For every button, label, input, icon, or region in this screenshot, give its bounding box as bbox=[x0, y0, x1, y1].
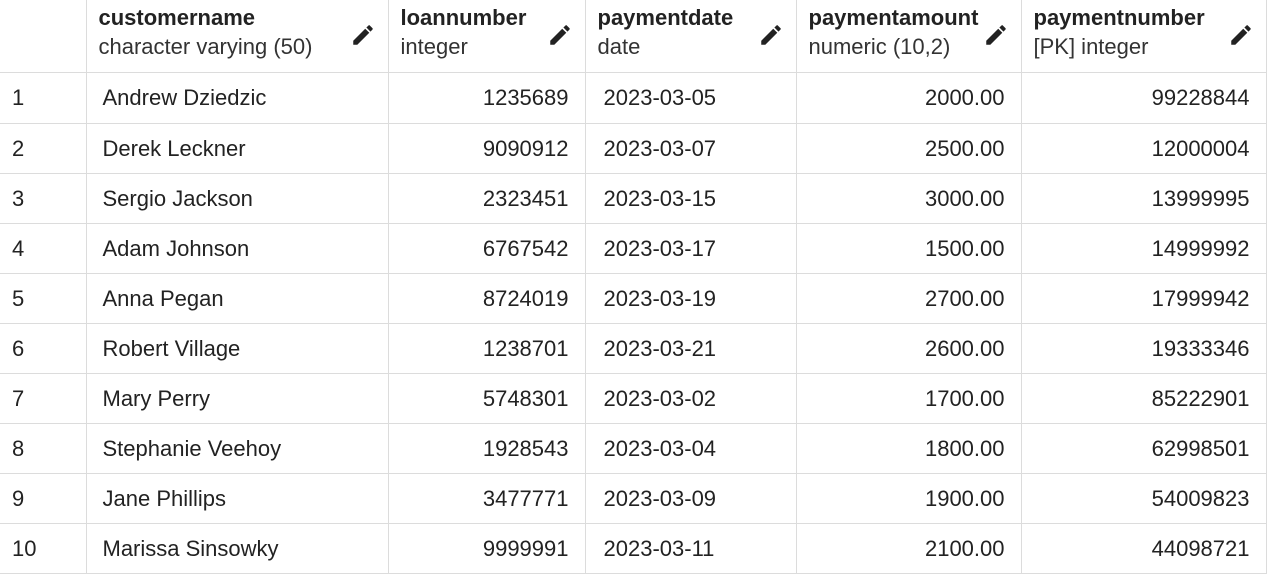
cell-paymentdate[interactable]: 2023-03-07 bbox=[585, 123, 797, 174]
cell-paymentnumber[interactable]: 14999992 bbox=[1021, 223, 1267, 274]
table-row[interactable]: 5 Anna Pegan 8724019 2023-03-19 2700.00 … bbox=[0, 273, 1267, 324]
column-header-paymentnumber[interactable]: paymentnumber [PK] integer bbox=[1021, 0, 1267, 73]
row-number[interactable]: 5 bbox=[0, 273, 87, 324]
table-row[interactable]: 2 Derek Leckner 9090912 2023-03-07 2500.… bbox=[0, 123, 1267, 174]
cell-paymentdate[interactable]: 2023-03-04 bbox=[585, 423, 797, 474]
table-row[interactable]: 4 Adam Johnson 6767542 2023-03-17 1500.0… bbox=[0, 223, 1267, 274]
column-type: character varying (50) bbox=[98, 34, 313, 59]
cell-loannumber[interactable]: 6767542 bbox=[388, 223, 586, 274]
cell-paymentamount[interactable]: 2100.00 bbox=[796, 523, 1022, 574]
cell-paymentdate[interactable]: 2023-03-17 bbox=[585, 223, 797, 274]
cell-paymentnumber[interactable]: 13999995 bbox=[1021, 173, 1267, 224]
cell-customername[interactable]: Marissa Sinsowky bbox=[86, 523, 389, 574]
cell-customername[interactable]: Andrew Dziedzic bbox=[86, 72, 389, 124]
column-header-paymentdate[interactable]: paymentdate date bbox=[585, 0, 797, 73]
cell-customername[interactable]: Mary Perry bbox=[86, 373, 389, 424]
table-row[interactable]: 8 Stephanie Veehoy 1928543 2023-03-04 18… bbox=[0, 423, 1267, 474]
row-number[interactable]: 9 bbox=[0, 473, 87, 524]
column-name: paymentamount bbox=[808, 5, 979, 30]
cell-loannumber[interactable]: 3477771 bbox=[388, 473, 586, 524]
pencil-icon[interactable] bbox=[983, 22, 1009, 48]
pencil-icon[interactable] bbox=[350, 22, 376, 48]
pencil-icon[interactable] bbox=[547, 22, 573, 48]
cell-loannumber[interactable]: 9999991 bbox=[388, 523, 586, 574]
cell-paymentdate[interactable]: 2023-03-19 bbox=[585, 273, 797, 324]
cell-loannumber[interactable]: 1928543 bbox=[388, 423, 586, 474]
column-header-customername[interactable]: customername character varying (50) bbox=[86, 0, 389, 73]
cell-paymentnumber[interactable]: 99228844 bbox=[1021, 72, 1267, 124]
table-row[interactable]: 7 Mary Perry 5748301 2023-03-02 1700.00 … bbox=[0, 373, 1267, 424]
row-number[interactable]: 7 bbox=[0, 373, 87, 424]
column-name: paymentdate bbox=[597, 5, 734, 30]
cell-paymentnumber[interactable]: 62998501 bbox=[1021, 423, 1267, 474]
cell-loannumber[interactable]: 2323451 bbox=[388, 173, 586, 224]
cell-paymentamount[interactable]: 2500.00 bbox=[796, 123, 1022, 174]
pencil-icon[interactable] bbox=[758, 22, 784, 48]
row-number[interactable]: 3 bbox=[0, 173, 87, 224]
cell-customername[interactable]: Sergio Jackson bbox=[86, 173, 389, 224]
cell-paymentamount[interactable]: 3000.00 bbox=[796, 173, 1022, 224]
header-row: customername character varying (50) loan… bbox=[0, 0, 1267, 73]
table-row[interactable]: 1 Andrew Dziedzic 1235689 2023-03-05 200… bbox=[0, 72, 1267, 124]
cell-paymentamount[interactable]: 1500.00 bbox=[796, 223, 1022, 274]
cell-paymentamount[interactable]: 1800.00 bbox=[796, 423, 1022, 474]
cell-paymentamount[interactable]: 1700.00 bbox=[796, 373, 1022, 424]
cell-paymentdate[interactable]: 2023-03-11 bbox=[585, 523, 797, 574]
column-type: [PK] integer bbox=[1033, 34, 1149, 59]
table-row[interactable]: 10 Marissa Sinsowky 9999991 2023-03-11 2… bbox=[0, 523, 1267, 574]
cell-loannumber[interactable]: 5748301 bbox=[388, 373, 586, 424]
row-number[interactable]: 4 bbox=[0, 223, 87, 274]
cell-paymentnumber[interactable]: 54009823 bbox=[1021, 473, 1267, 524]
pencil-icon[interactable] bbox=[1228, 22, 1254, 48]
cell-loannumber[interactable]: 1238701 bbox=[388, 323, 586, 374]
cell-paymentnumber[interactable]: 44098721 bbox=[1021, 523, 1267, 574]
cell-customername[interactable]: Robert Village bbox=[86, 323, 389, 374]
cell-customername[interactable]: Anna Pegan bbox=[86, 273, 389, 324]
cell-paymentnumber[interactable]: 17999942 bbox=[1021, 273, 1267, 324]
column-name: paymentnumber bbox=[1033, 5, 1205, 30]
cell-customername[interactable]: Derek Leckner bbox=[86, 123, 389, 174]
column-name: customername bbox=[98, 5, 256, 30]
cell-paymentamount[interactable]: 2600.00 bbox=[796, 323, 1022, 374]
cell-paymentamount[interactable]: 1900.00 bbox=[796, 473, 1022, 524]
cell-paymentdate[interactable]: 2023-03-15 bbox=[585, 173, 797, 224]
column-header-loannumber[interactable]: loannumber integer bbox=[388, 0, 586, 73]
table-row[interactable]: 6 Robert Village 1238701 2023-03-21 2600… bbox=[0, 323, 1267, 374]
column-type: date bbox=[597, 34, 641, 59]
row-number[interactable]: 8 bbox=[0, 423, 87, 474]
cell-paymentamount[interactable]: 2000.00 bbox=[796, 72, 1022, 124]
column-type: integer bbox=[400, 34, 468, 59]
cell-paymentnumber[interactable]: 85222901 bbox=[1021, 373, 1267, 424]
column-name: loannumber bbox=[400, 5, 527, 30]
cell-paymentnumber[interactable]: 19333346 bbox=[1021, 323, 1267, 374]
row-number[interactable]: 1 bbox=[0, 72, 87, 124]
row-number[interactable]: 10 bbox=[0, 523, 87, 574]
row-number-header[interactable] bbox=[0, 0, 87, 73]
cell-paymentdate[interactable]: 2023-03-05 bbox=[585, 72, 797, 124]
cell-paymentdate[interactable]: 2023-03-02 bbox=[585, 373, 797, 424]
table-row[interactable]: 9 Jane Phillips 3477771 2023-03-09 1900.… bbox=[0, 473, 1267, 524]
row-number[interactable]: 2 bbox=[0, 123, 87, 174]
cell-loannumber[interactable]: 9090912 bbox=[388, 123, 586, 174]
column-type: numeric (10,2) bbox=[808, 34, 951, 59]
cell-loannumber[interactable]: 1235689 bbox=[388, 72, 586, 124]
table-row[interactable]: 3 Sergio Jackson 2323451 2023-03-15 3000… bbox=[0, 173, 1267, 224]
column-header-paymentamount[interactable]: paymentamount numeric (10,2) bbox=[796, 0, 1022, 73]
row-number[interactable]: 6 bbox=[0, 323, 87, 374]
cell-paymentdate[interactable]: 2023-03-21 bbox=[585, 323, 797, 374]
cell-loannumber[interactable]: 8724019 bbox=[388, 273, 586, 324]
cell-paymentdate[interactable]: 2023-03-09 bbox=[585, 473, 797, 524]
cell-paymentamount[interactable]: 2700.00 bbox=[796, 273, 1022, 324]
cell-paymentnumber[interactable]: 12000004 bbox=[1021, 123, 1267, 174]
cell-customername[interactable]: Adam Johnson bbox=[86, 223, 389, 274]
cell-customername[interactable]: Stephanie Veehoy bbox=[86, 423, 389, 474]
cell-customername[interactable]: Jane Phillips bbox=[86, 473, 389, 524]
